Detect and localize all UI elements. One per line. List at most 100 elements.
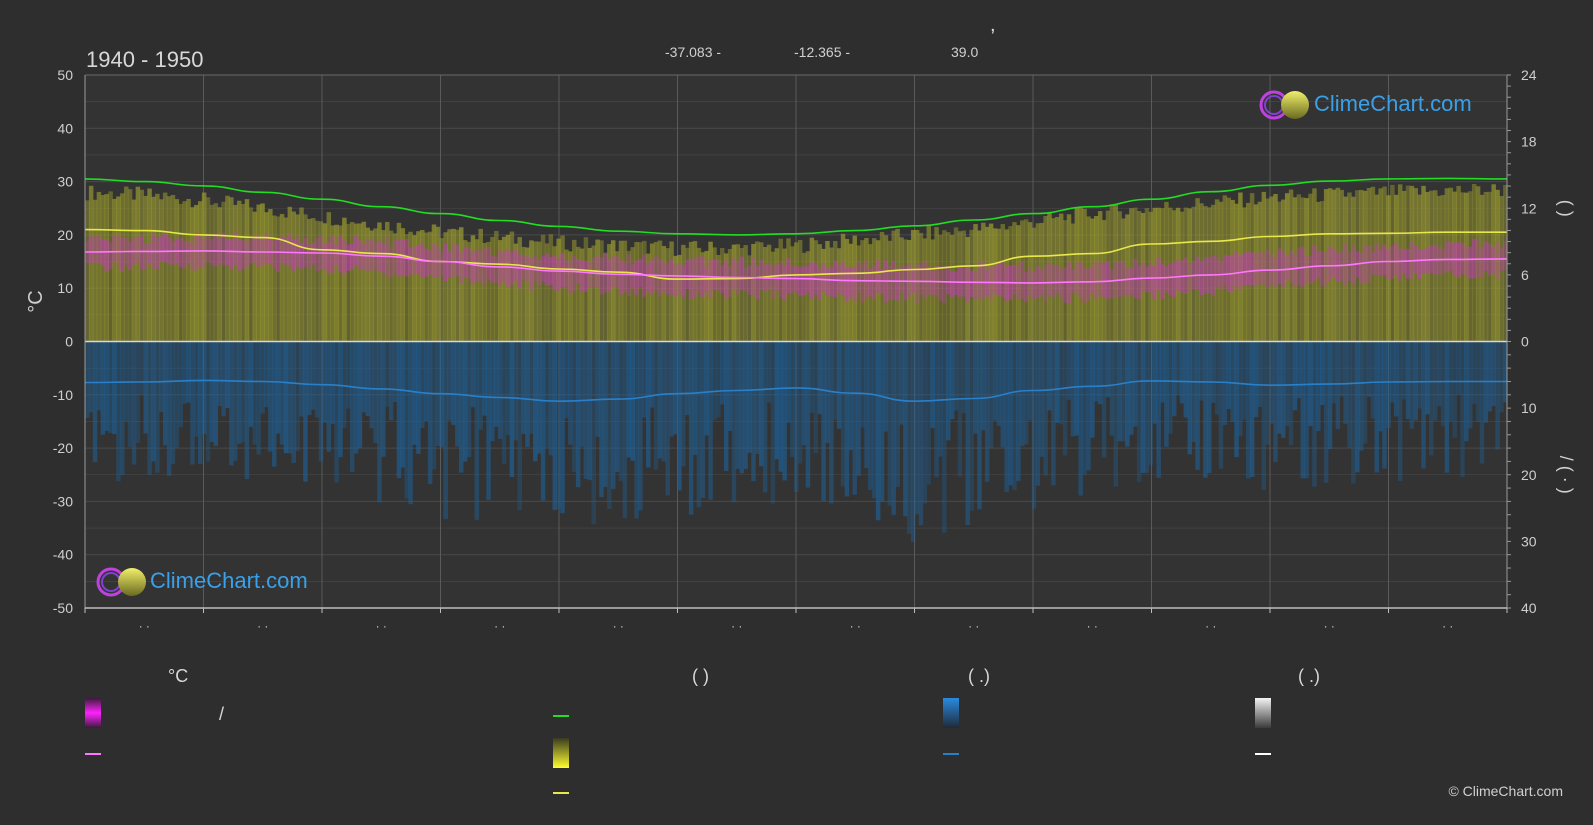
precip-day-bar bbox=[595, 341, 600, 437]
temp-range-day-bar bbox=[225, 238, 230, 266]
precip-day-bar bbox=[723, 341, 729, 471]
precip-day-bar bbox=[766, 341, 772, 403]
precip-day-bar bbox=[1008, 341, 1013, 486]
temp-range-day-bar bbox=[92, 237, 98, 263]
temp-range-day-bar bbox=[875, 260, 881, 293]
precip-day-bar bbox=[322, 341, 328, 423]
precip-day-bar bbox=[201, 341, 207, 434]
precip-day-bar bbox=[1129, 341, 1134, 435]
precip-day-bar bbox=[1023, 341, 1029, 445]
sunshine-day-bar bbox=[626, 250, 632, 342]
precip-day-bar bbox=[875, 341, 881, 521]
sunshine-day-bar bbox=[1078, 207, 1083, 342]
sunshine-day-bar bbox=[1269, 196, 1274, 342]
sunshine-day-bar bbox=[1362, 190, 1368, 342]
temp-range-day-bar bbox=[778, 261, 783, 298]
precip-day-bar bbox=[338, 341, 343, 458]
precip-day-bar bbox=[829, 341, 834, 504]
precip-day-bar bbox=[1487, 341, 1493, 412]
precip-day-bar bbox=[135, 341, 141, 443]
precip-day-bar bbox=[599, 341, 604, 498]
temp-range-day-bar bbox=[412, 246, 417, 276]
coord-latitude: -37.083 - bbox=[665, 44, 722, 60]
precip-day-bar bbox=[334, 341, 339, 483]
sunshine-day-bar bbox=[809, 237, 815, 342]
temp-range-day-bar bbox=[727, 265, 733, 298]
temp-range-day-bar bbox=[170, 241, 176, 266]
precip-day-bar bbox=[116, 341, 121, 482]
brand-logo-bottom[interactable]: ClimeChart.com bbox=[96, 565, 331, 599]
sunshine-day-bar bbox=[673, 255, 678, 342]
temp-range-day-bar bbox=[1366, 245, 1372, 283]
temp-range-day-bar bbox=[143, 243, 148, 270]
temp-range-day-bar bbox=[279, 235, 285, 264]
precip-day-bar bbox=[186, 341, 191, 403]
temp-range-day-bar bbox=[556, 258, 561, 292]
precip-day-bar bbox=[388, 341, 394, 421]
sunshine-day-bar bbox=[517, 237, 522, 342]
temp-range-day-bar bbox=[770, 266, 776, 299]
temp-range-day-bar bbox=[509, 251, 515, 285]
temp-range-day-bar bbox=[264, 233, 269, 265]
sunshine-day-bar bbox=[1409, 185, 1415, 342]
climechart-logo-icon bbox=[1259, 90, 1309, 120]
precip-day-bar bbox=[490, 341, 495, 442]
temp-range-day-bar bbox=[1312, 245, 1317, 283]
sunshine-day-bar bbox=[649, 243, 655, 342]
temp-range-day-bar bbox=[244, 242, 250, 269]
sunshine-day-bar bbox=[190, 207, 195, 342]
temp-range-day-bar bbox=[1421, 248, 1426, 274]
precip-day-bar bbox=[112, 341, 117, 435]
sunshine-day-bar bbox=[166, 196, 172, 342]
precip-day-bar bbox=[533, 341, 538, 462]
precip-day-bar bbox=[1339, 341, 1344, 397]
sunshine-day-bar bbox=[1401, 190, 1407, 342]
temp-range-day-bar bbox=[638, 259, 643, 288]
precip-day-bar bbox=[346, 341, 351, 409]
temp-range-day-bar bbox=[646, 263, 651, 292]
precip-day-bar bbox=[984, 341, 990, 482]
precip-day-bar bbox=[536, 341, 542, 454]
precip-day-bar bbox=[1358, 341, 1364, 451]
precip-day-bar bbox=[583, 341, 589, 479]
precip-day-bar bbox=[268, 341, 273, 452]
precip-day-bar bbox=[384, 341, 390, 407]
precip-day-bar bbox=[482, 341, 487, 416]
copyright[interactable]: © ClimeChart.com bbox=[1448, 783, 1563, 799]
sunshine-day-bar bbox=[891, 230, 896, 342]
brand-logo-top[interactable]: ClimeChart.com bbox=[1259, 88, 1494, 122]
sunshine-day-bar bbox=[1249, 193, 1255, 342]
sunshine-day-bar bbox=[455, 229, 460, 342]
sunshine-day-bar bbox=[244, 199, 250, 342]
sunshine-day-bar bbox=[420, 229, 425, 342]
temp-range-day-bar bbox=[96, 235, 102, 265]
precip-day-bar bbox=[1409, 341, 1415, 429]
sunshine-day-bar bbox=[1351, 196, 1356, 342]
sunshine-day-bar bbox=[638, 242, 643, 342]
precip-day-bar bbox=[1101, 341, 1107, 458]
temp-range-day-bar bbox=[571, 255, 577, 292]
sunshine-day-bar bbox=[821, 248, 826, 342]
sunshine-day-bar bbox=[618, 240, 624, 342]
temp-range-day-bar bbox=[353, 235, 359, 267]
precip-day-bar bbox=[1136, 341, 1142, 482]
temp-range-day-bar bbox=[1234, 251, 1239, 286]
sunshine-day-bar bbox=[533, 241, 538, 342]
temp-range-day-bar bbox=[1094, 262, 1099, 300]
sunshine-day-bar bbox=[1343, 196, 1348, 342]
precip-day-bar bbox=[1171, 341, 1177, 417]
temp-range-day-bar bbox=[1304, 255, 1309, 284]
precip-day-bar bbox=[1156, 341, 1161, 478]
temp-range-day-bar bbox=[178, 237, 183, 268]
sunshine-day-bar bbox=[482, 242, 487, 342]
precip-day-bar bbox=[213, 341, 219, 446]
sunshine-day-bar bbox=[1058, 213, 1064, 342]
sunshine-day-bar bbox=[552, 246, 558, 342]
legend-sunshine-swatch bbox=[553, 738, 569, 768]
precip-day-bar bbox=[139, 341, 145, 395]
precip-day-bar bbox=[1113, 341, 1119, 487]
y2-bottom-tick-label: 30 bbox=[1521, 533, 1537, 549]
precip-day-bar bbox=[1152, 341, 1157, 424]
precip-day-bar bbox=[1238, 341, 1243, 437]
x-tick-label: · · bbox=[731, 619, 742, 633]
